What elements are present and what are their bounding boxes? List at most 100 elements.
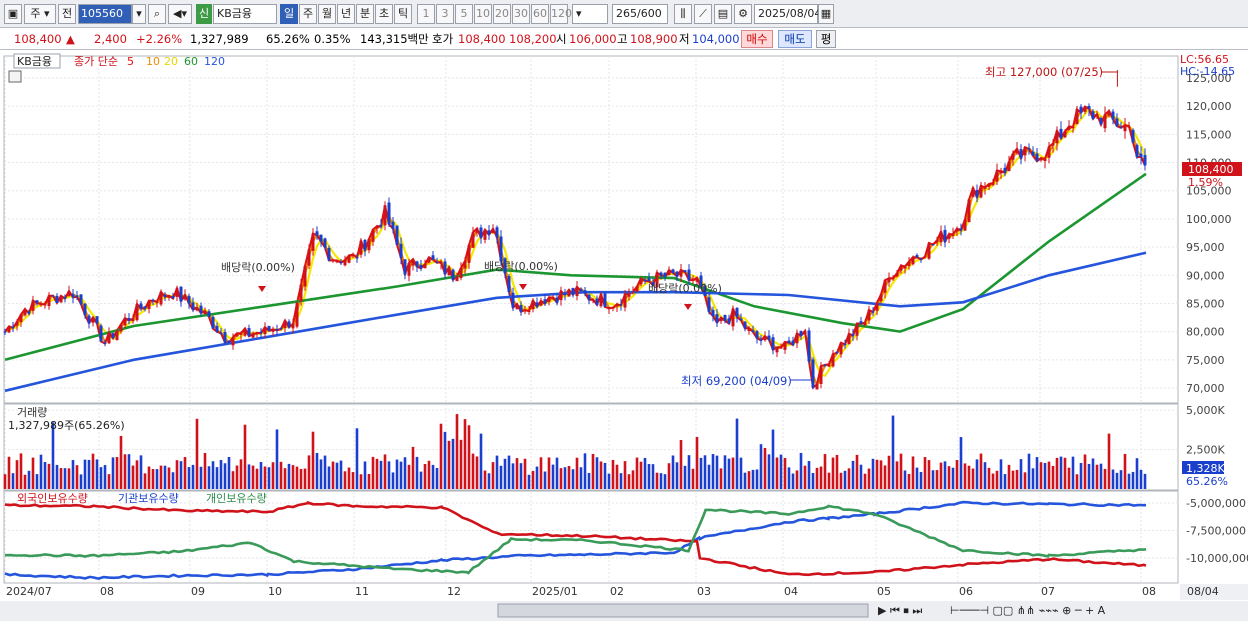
interval-tab-3[interactable]: 3 <box>436 4 454 24</box>
line-tool-icon[interactable]: ⟋ <box>694 4 712 24</box>
volume-bar <box>955 460 959 489</box>
volume-bar <box>1131 471 1135 489</box>
holdings-panel <box>3 490 1179 584</box>
volume-bar <box>851 460 855 489</box>
period-tab-6[interactable]: 초 <box>375 4 393 24</box>
volume-bar <box>947 466 951 489</box>
date-field[interactable]: 2025/08/04 <box>754 4 821 24</box>
eval-button[interactable]: 평 <box>816 30 836 48</box>
period-tab-7[interactable]: 틱 <box>394 4 412 24</box>
period-tab-3[interactable]: 월 <box>318 4 336 24</box>
candle-body <box>63 296 67 299</box>
candle-body <box>347 255 351 263</box>
candle-body <box>419 264 423 269</box>
period-tab-5[interactable]: 분 <box>356 4 374 24</box>
candle-body <box>655 272 659 288</box>
volume-bar <box>963 463 967 489</box>
volume-tick-label: 5,000K <box>1186 404 1225 417</box>
play-icon[interactable]: ▶ ⏮ ⏹ ⏭ <box>878 604 922 617</box>
spin-select[interactable]: ▾ <box>572 4 608 24</box>
period-tab-1[interactable]: 일 <box>280 4 298 24</box>
volume-bar <box>1107 433 1111 489</box>
candle-body <box>335 260 339 263</box>
volume-bar <box>279 461 283 489</box>
volume-bar <box>287 463 291 489</box>
gear-icon[interactable]: ⚙ <box>734 4 752 24</box>
candle-body <box>115 330 119 341</box>
candle-icon[interactable]: ⫼ <box>674 4 692 24</box>
candle-body <box>923 256 927 258</box>
volume-bar <box>707 464 711 489</box>
candle-body <box>1063 131 1067 138</box>
calendar-icon[interactable]: ▦ <box>818 4 834 24</box>
candle-body <box>859 321 863 324</box>
interval-tab-30[interactable]: 30 <box>512 4 530 24</box>
volume-bar <box>1075 474 1079 489</box>
grid-toggle-icon[interactable] <box>8 70 22 83</box>
candle-body <box>1119 127 1123 129</box>
volume-bar <box>1103 468 1107 489</box>
interval-tab-1[interactable]: 1 <box>417 4 435 24</box>
save-icon[interactable]: ▤ <box>714 4 732 24</box>
candle-body <box>411 259 415 266</box>
volume-bar <box>623 461 627 489</box>
candle-body <box>807 330 811 362</box>
stock-code-input[interactable]: 105560 <box>78 4 132 24</box>
prev-button[interactable]: 전 <box>58 4 76 24</box>
period-tab-4[interactable]: 년 <box>337 4 355 24</box>
candle-body <box>139 303 143 309</box>
candle-body <box>723 314 727 321</box>
candle-body <box>359 240 363 255</box>
volume-bar <box>1011 470 1015 489</box>
sell-button[interactable]: 매도 <box>778 30 812 48</box>
volume-bar <box>387 461 391 489</box>
volume-bar <box>447 440 451 489</box>
interval-tab-120[interactable]: 120 <box>550 4 572 24</box>
candle-body <box>571 287 575 295</box>
volume-bar <box>631 470 635 489</box>
scroll-thumb[interactable] <box>497 603 869 618</box>
candle-body <box>659 272 663 276</box>
candle-body <box>1011 153 1015 160</box>
count-field[interactable]: 265/600 <box>612 4 668 24</box>
volume-bar <box>943 461 947 489</box>
candle-body <box>579 289 583 291</box>
volume-bar <box>15 460 19 489</box>
candle-body <box>703 285 707 296</box>
legend-foreign: 외국인보유수량 <box>17 492 88 505</box>
volume-bar <box>343 471 347 489</box>
candle-body <box>99 325 103 342</box>
volume-bar <box>1003 474 1007 489</box>
chevron-down-icon[interactable]: ▾ <box>132 4 146 24</box>
interval-tab-60[interactable]: 60 <box>531 4 549 24</box>
volume-bar <box>55 464 59 489</box>
volume-bar <box>923 457 927 489</box>
candle-body <box>587 294 591 300</box>
volume-bar <box>551 464 555 489</box>
volume-bar <box>283 468 287 489</box>
zoom-icon[interactable]: ⊢───⊣ ▢▢ ⋔⋔ ⌁⌁⌁ ⊕ ─ + A <box>950 604 1106 617</box>
market-select[interactable]: 주 ▾ <box>24 4 56 24</box>
speaker-icon[interactable]: ◀▾ <box>168 4 192 24</box>
candle-body <box>847 333 851 345</box>
period-tab-2[interactable]: 주 <box>299 4 317 24</box>
volume-bar <box>143 473 147 489</box>
search-icon[interactable]: ⌕ <box>148 4 166 24</box>
buy-button[interactable]: 매수 <box>741 30 773 48</box>
volume-bar <box>119 435 123 489</box>
interval-tab-5[interactable]: 5 <box>455 4 473 24</box>
volume-bar <box>123 454 127 489</box>
low-price: 104,000 <box>692 32 740 46</box>
candle-body <box>67 290 71 296</box>
candle-body <box>559 291 563 301</box>
candle-body <box>79 294 83 305</box>
candle-body <box>187 295 191 304</box>
stock-name-field[interactable]: KB금융 <box>213 4 277 24</box>
interval-tab-10[interactable]: 10 <box>474 4 492 24</box>
window-icon[interactable]: ▣ <box>4 4 22 24</box>
interval-tab-20[interactable]: 20 <box>493 4 511 24</box>
holdings-tick-label: -7,500,000 <box>1186 525 1246 538</box>
volume-bar <box>1031 468 1035 489</box>
candle-body <box>487 230 491 235</box>
volume-bar <box>555 457 559 489</box>
